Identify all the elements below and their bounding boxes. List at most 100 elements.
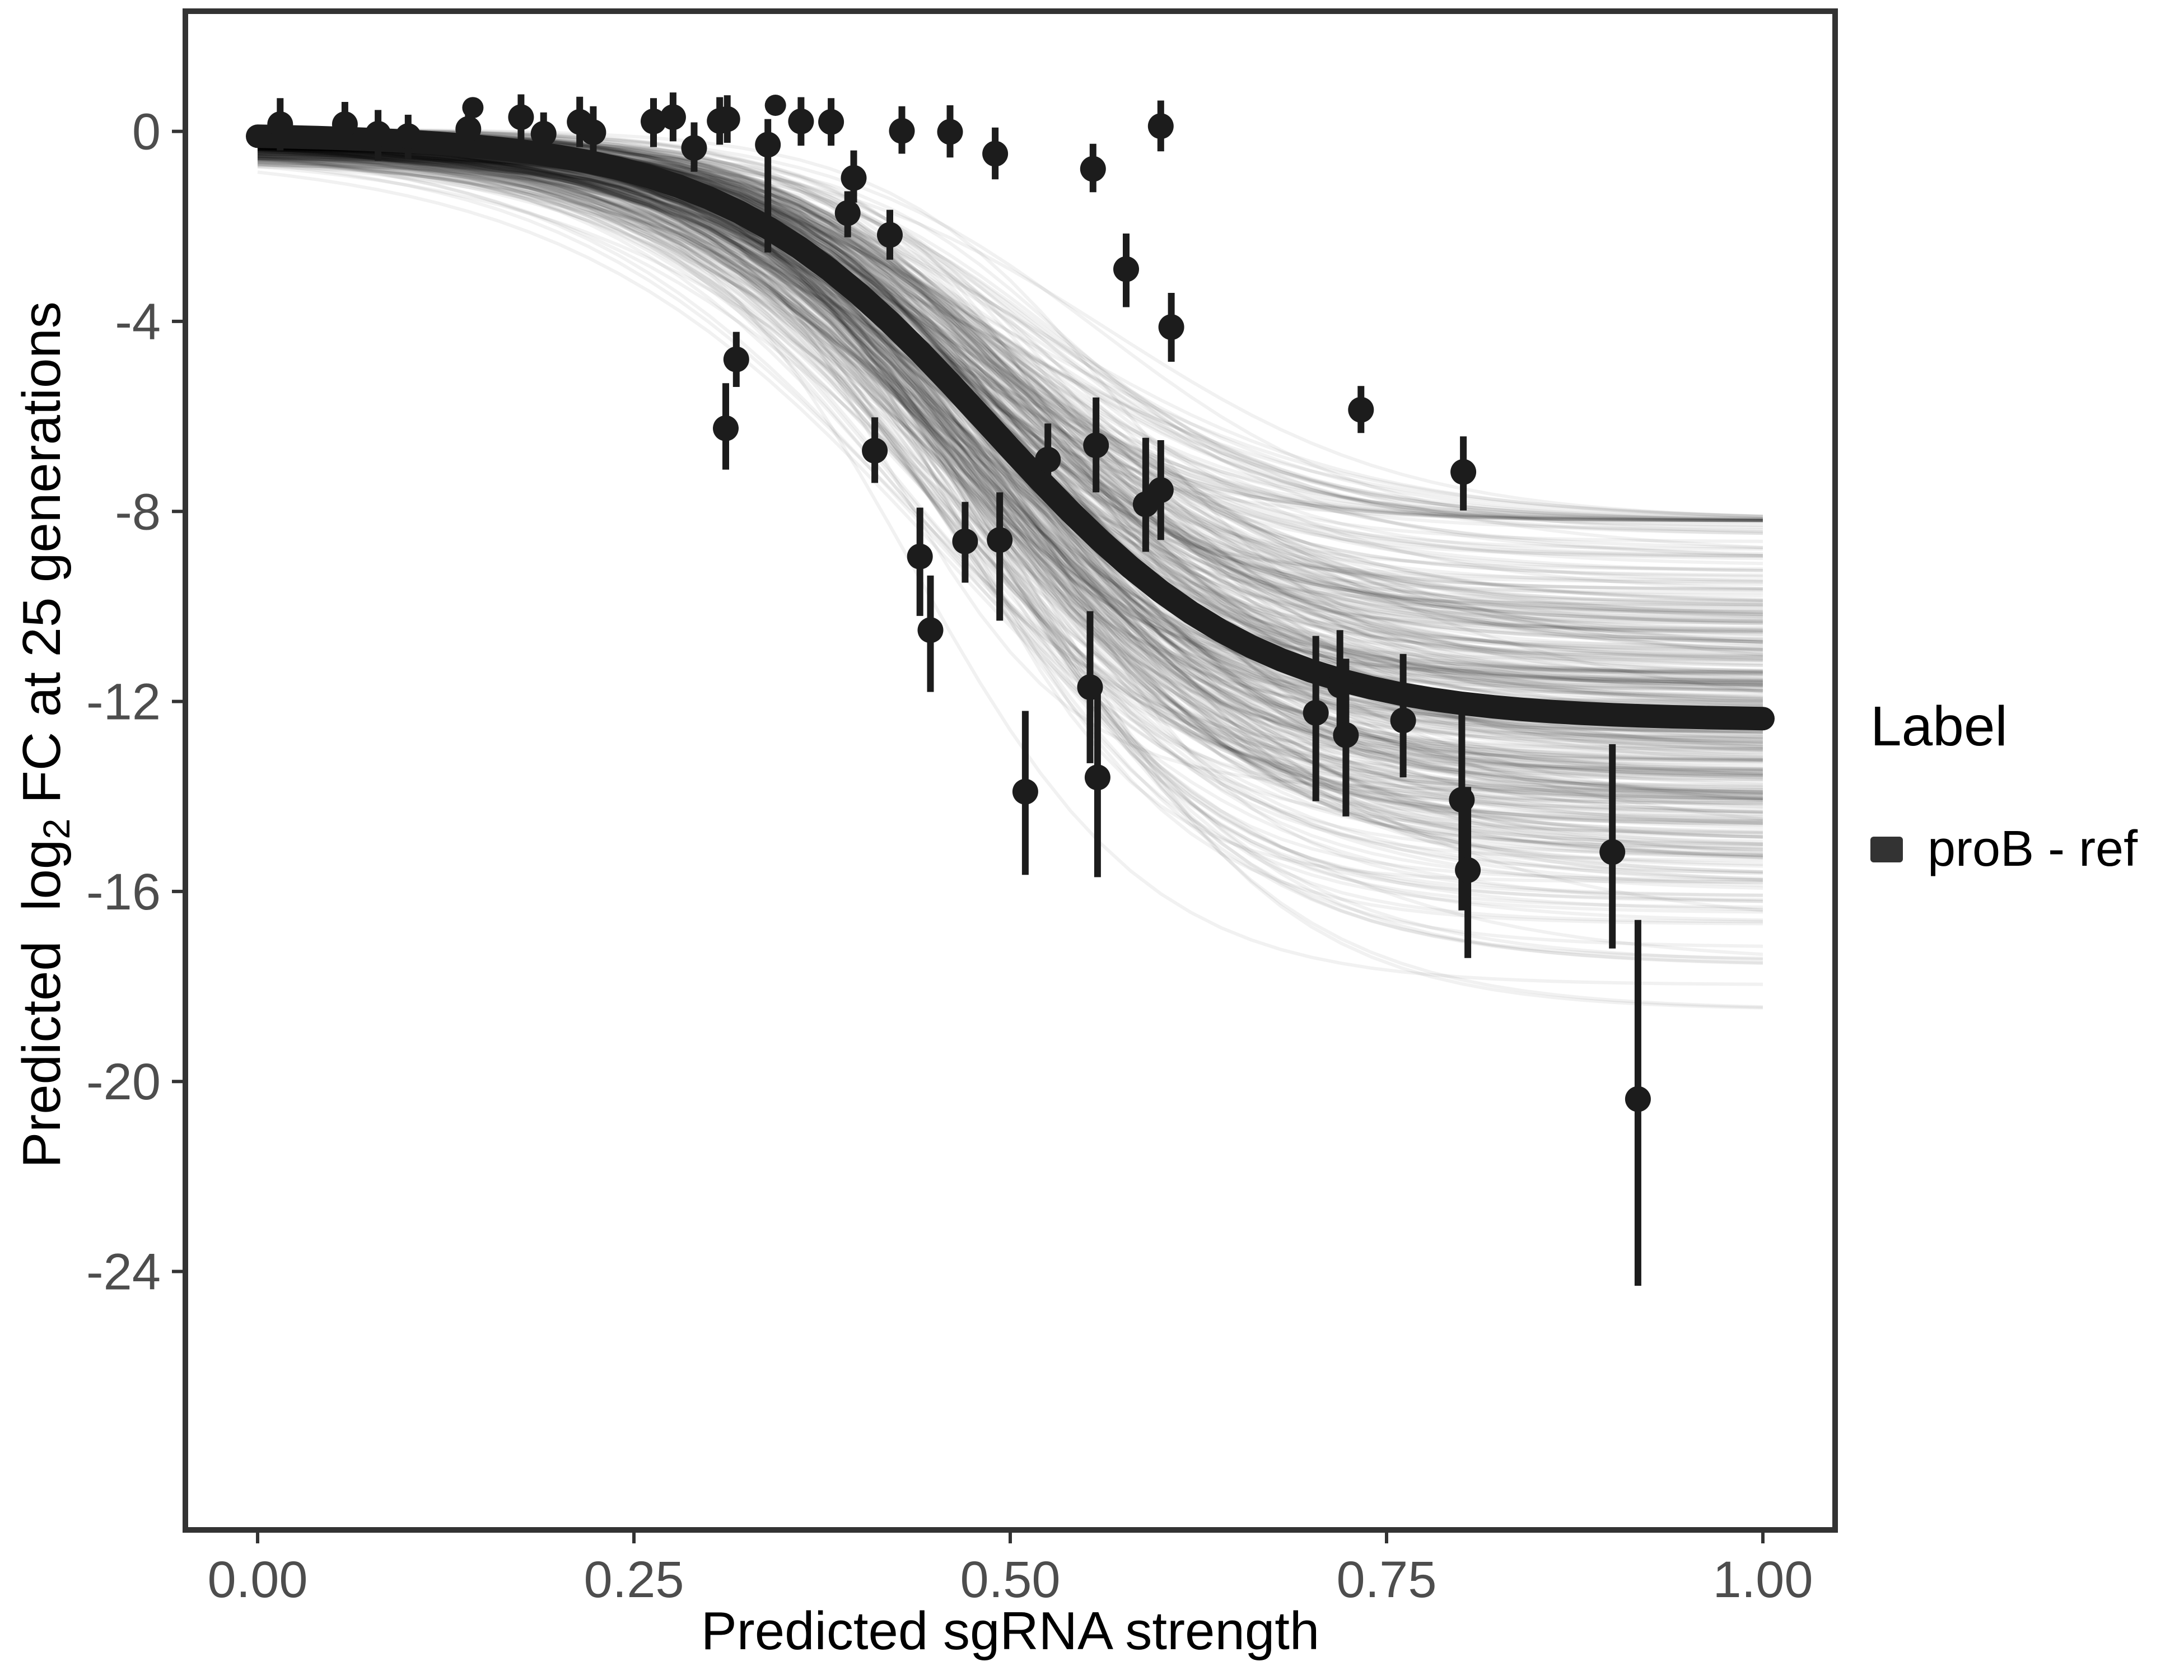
posterior-draw-line <box>257 153 1763 762</box>
data-point <box>1303 699 1329 726</box>
posterior-draw-line <box>257 153 1763 855</box>
y-axis-tick-label: -12 <box>86 674 161 731</box>
posterior-draw-line <box>257 161 1763 619</box>
data-point <box>1113 256 1139 282</box>
y-axis-title: Predicted log2 FC at 25 generations <box>11 63 78 1407</box>
posterior-draw-line <box>257 129 1763 543</box>
posterior-draw-line <box>257 160 1763 824</box>
data-point <box>1084 764 1110 791</box>
posterior-draw-line <box>257 148 1763 768</box>
posterior-draw-line <box>257 144 1763 986</box>
posterior-draw-line <box>257 128 1763 632</box>
posterior-draw-line <box>257 150 1763 792</box>
posterior-draw-line <box>257 150 1763 624</box>
y-axis: 0 -4 -8 -12 -16 -20 -24 <box>86 104 185 1301</box>
posterior-draw-line <box>257 154 1763 773</box>
posterior-draw-line <box>257 138 1763 806</box>
posterior-draw-line <box>257 162 1763 557</box>
legend: Label proB - ref <box>1870 694 2138 878</box>
posterior-draw-line <box>257 147 1763 874</box>
posterior-draw-line <box>257 142 1763 746</box>
posterior-draw-line <box>257 146 1763 773</box>
data-point <box>818 109 844 135</box>
posterior-draw-line <box>257 141 1763 673</box>
posterior-draw-line <box>257 151 1763 858</box>
posterior-draw-line <box>257 154 1763 814</box>
posterior-draw-line <box>257 128 1763 684</box>
posterior-draw-line <box>257 154 1763 692</box>
posterior-draw-line <box>257 156 1763 707</box>
data-point <box>982 141 1009 167</box>
y-axis-tick-label: -8 <box>115 483 161 540</box>
data-point <box>1083 432 1109 459</box>
posterior-draw-line <box>257 152 1763 805</box>
posterior-draw-line <box>257 155 1763 687</box>
posterior-draw-line <box>257 136 1763 835</box>
y-axis-tick-label: -24 <box>86 1244 161 1301</box>
legend-item-label: proB - ref <box>1928 821 2138 877</box>
posterior-draw-line <box>257 153 1763 909</box>
posterior-draw-line <box>257 146 1763 857</box>
posterior-draw-line <box>257 162 1763 829</box>
posterior-draw-line <box>257 134 1763 922</box>
posterior-draw-line <box>257 170 1763 956</box>
posterior-draw-line <box>257 150 1763 790</box>
data-point <box>395 123 421 150</box>
posterior-draw-line <box>257 145 1763 834</box>
posterior-draw-line <box>257 147 1763 822</box>
posterior-draw-line <box>257 152 1763 825</box>
posterior-draw-line <box>257 153 1763 660</box>
posterior-draw-line <box>257 145 1763 642</box>
data-point <box>332 111 358 137</box>
posterior-draw-line <box>257 149 1763 644</box>
x-axis-tick-label: 1.00 <box>1712 1551 1813 1608</box>
data-point <box>862 437 888 464</box>
posterior-draw-line <box>257 156 1763 522</box>
x-axis: 0.00 0.25 0.50 0.75 1.00 <box>207 1530 1813 1608</box>
posterior-draw-line <box>257 150 1763 860</box>
posterior-draw-line <box>257 150 1763 903</box>
data-point <box>841 165 867 191</box>
posterior-draw-line <box>257 143 1763 912</box>
posterior-draw-line <box>257 154 1763 675</box>
posterior-draw-line <box>257 150 1763 783</box>
posterior-draw-line <box>257 146 1763 749</box>
posterior-draw-line <box>257 157 1763 856</box>
posterior-draw-line <box>257 144 1763 736</box>
data-point <box>267 111 293 137</box>
posterior-draw-line <box>257 136 1763 800</box>
posterior-draw-line <box>257 152 1763 794</box>
posterior-draw-line <box>257 143 1763 699</box>
posterior-draw-line <box>257 146 1763 755</box>
posterior-draw-line <box>257 145 1763 582</box>
posterior-draw-line <box>257 151 1763 801</box>
y-axis-tick-label: -16 <box>86 864 161 921</box>
posterior-draw-line <box>257 141 1763 703</box>
data-point <box>834 200 861 226</box>
data-point <box>713 415 739 441</box>
posterior-draw-line <box>257 147 1763 688</box>
data-point <box>580 119 606 146</box>
posterior-draw-line <box>257 147 1763 797</box>
posterior-draw-line <box>257 157 1763 549</box>
posterior-draw-line <box>257 144 1763 652</box>
posterior-draw-line <box>257 139 1763 839</box>
posterior-draw-line <box>257 146 1763 860</box>
posterior-draw-line <box>257 152 1763 641</box>
posterior-draw-line <box>257 149 1763 765</box>
posterior-draw-line <box>257 138 1763 739</box>
posterior-draw-line <box>257 128 1763 818</box>
data-point <box>1599 839 1626 865</box>
posterior-draw-line <box>257 158 1763 780</box>
posterior-draw-line <box>257 156 1763 634</box>
posterior-draw-line <box>257 156 1763 911</box>
data-point <box>1035 446 1061 473</box>
x-axis-title: Predicted sgRNA strength <box>701 1601 1320 1661</box>
data-point <box>1348 396 1374 423</box>
posterior-draw-line <box>257 146 1763 661</box>
posterior-draw-line <box>257 165 1763 846</box>
data-point <box>987 527 1013 553</box>
posterior-draw-line <box>257 145 1763 809</box>
data-point <box>1147 113 1174 139</box>
